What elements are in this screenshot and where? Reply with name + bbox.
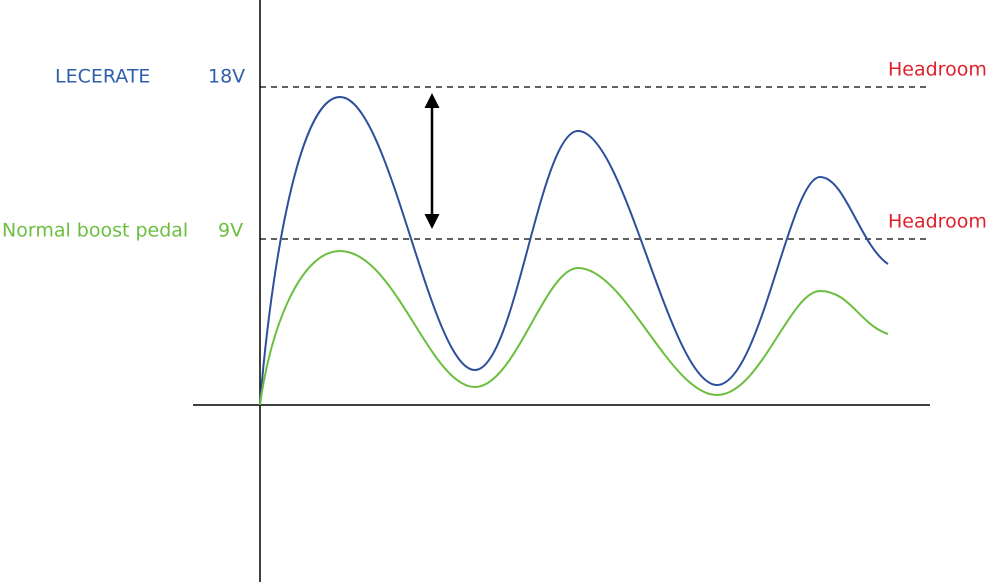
low-name: Normal boost pedal [2,220,188,242]
high-voltage: 18V [208,66,245,88]
high-headroom: Headroom [888,59,987,81]
high-signal-curve [259,95,889,406]
low-headroom: Headroom [888,211,987,233]
high-name: LECERATE [55,66,150,88]
low-signal-curve [259,249,889,406]
low-voltage: 9V [218,220,243,242]
